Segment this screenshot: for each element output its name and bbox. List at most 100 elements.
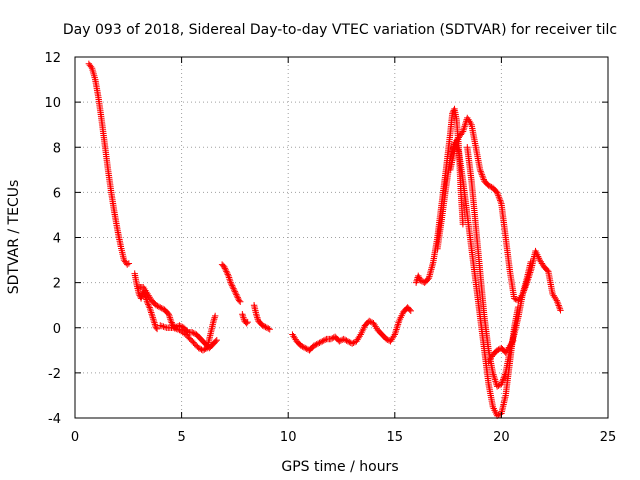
data-point-marker: [343, 337, 350, 344]
data-point-marker: [479, 173, 486, 180]
data-point-marker: [149, 312, 156, 320]
data-point-marker: [348, 340, 356, 347]
data-point-marker: [152, 301, 160, 309]
data-point-marker: [173, 325, 180, 333]
data-point-marker: [417, 277, 424, 284]
data-point-marker: [314, 340, 322, 347]
data-point-marker: [476, 166, 484, 174]
data-point-marker: [554, 300, 562, 308]
data-point-marker: [243, 320, 250, 327]
data-point-marker: [260, 323, 268, 330]
data-point-marker: [87, 63, 95, 70]
data-point-marker: [479, 174, 487, 182]
data-point-marker: [227, 279, 234, 286]
data-point-marker: [201, 346, 208, 353]
data-point-marker: [337, 337, 344, 344]
data-point-marker: [555, 302, 562, 309]
data-point-marker: [495, 411, 502, 419]
data-point-marker: [157, 304, 164, 311]
data-point-marker: [495, 192, 502, 199]
data-point-marker: [223, 268, 230, 275]
data-point-marker: [367, 318, 374, 325]
data-point-marker: [320, 337, 327, 344]
data-point-marker: [498, 379, 506, 386]
data-point-marker: [500, 374, 508, 381]
data-point-marker: [490, 371, 497, 378]
data-point-marker: [493, 347, 501, 354]
data-point-marker: [556, 305, 564, 312]
data-point-marker: [312, 341, 319, 349]
data-point-marker: [211, 314, 218, 321]
data-point-marker: [383, 335, 390, 343]
data-point-marker: [230, 286, 238, 294]
data-point-marker: [424, 276, 432, 283]
data-point-marker: [477, 168, 484, 175]
data-point-marker: [341, 336, 349, 343]
x-tick-label: 10: [280, 430, 297, 445]
data-point-marker: [316, 339, 323, 346]
data-point-marker: [407, 307, 414, 315]
x-tick-label: 0: [71, 430, 79, 445]
data-point-marker: [459, 221, 467, 228]
data-point-marker: [233, 291, 240, 298]
y-tick-label: -4: [48, 412, 61, 427]
data-point-marker: [253, 312, 260, 320]
data-point-marker: [478, 169, 485, 177]
data-point-marker: [266, 326, 273, 333]
data-point-marker: [336, 338, 343, 345]
data-point-marker: [493, 383, 501, 390]
data-point-marker: [557, 307, 564, 314]
data-point-marker: [319, 338, 326, 345]
data-point-marker: [228, 280, 235, 288]
data-point-marker: [148, 309, 155, 316]
data-point-marker: [497, 198, 504, 206]
data-point-marker: [265, 325, 272, 332]
data-point-marker: [340, 335, 347, 343]
y-tick-label: 6: [53, 186, 61, 201]
data-point-marker: [189, 329, 196, 336]
data-point-marker: [171, 325, 178, 332]
data-point-marker: [152, 324, 160, 331]
data-point-marker: [300, 344, 308, 351]
data-point-marker: [493, 189, 501, 196]
data-point-marker: [169, 324, 177, 331]
data-point-marker: [321, 336, 329, 343]
data-point-marker: [155, 303, 163, 310]
data-point-marker: [262, 323, 269, 331]
data-point-marker: [495, 194, 503, 201]
data-point-marker: [501, 372, 508, 380]
data-point-marker: [157, 322, 164, 329]
data-point-marker: [406, 306, 413, 313]
data-point-marker: [554, 299, 561, 306]
data-point-marker: [212, 338, 219, 345]
data-point-marker: [154, 302, 161, 310]
data-point-marker: [235, 297, 243, 304]
data-point-marker: [151, 319, 158, 326]
data-point-marker: [498, 380, 505, 388]
x-tick-label: 15: [387, 430, 404, 445]
data-point-marker: [496, 197, 504, 204]
data-point-marker: [310, 342, 317, 349]
data-point-marker: [509, 337, 517, 344]
data-point-marker: [152, 322, 159, 330]
y-tick-label: 8: [53, 141, 61, 156]
x-axis-label: GPS time / hours: [281, 459, 398, 475]
data-point-marker: [494, 190, 501, 198]
y-tick-label: 4: [53, 232, 61, 247]
data-point-marker: [553, 297, 561, 304]
y-tick-label: -2: [48, 367, 61, 382]
data-point-marker: [496, 195, 503, 203]
data-point-marker: [223, 269, 231, 277]
x-tick-label: 5: [177, 430, 185, 445]
data-point-marker: [350, 339, 357, 346]
data-point-marker: [148, 311, 155, 318]
data-point-marker: [501, 371, 509, 378]
data-point-marker: [327, 335, 335, 343]
data-point-marker: [195, 344, 202, 352]
data-point-marker: [224, 271, 231, 278]
data-point-marker: [213, 336, 220, 344]
data-point-marker: [160, 323, 167, 330]
data-point-marker: [196, 345, 204, 353]
data-point-marker: [150, 317, 158, 325]
chart-title: Day 093 of 2018, Sidereal Day-to-day VTE…: [63, 22, 617, 38]
